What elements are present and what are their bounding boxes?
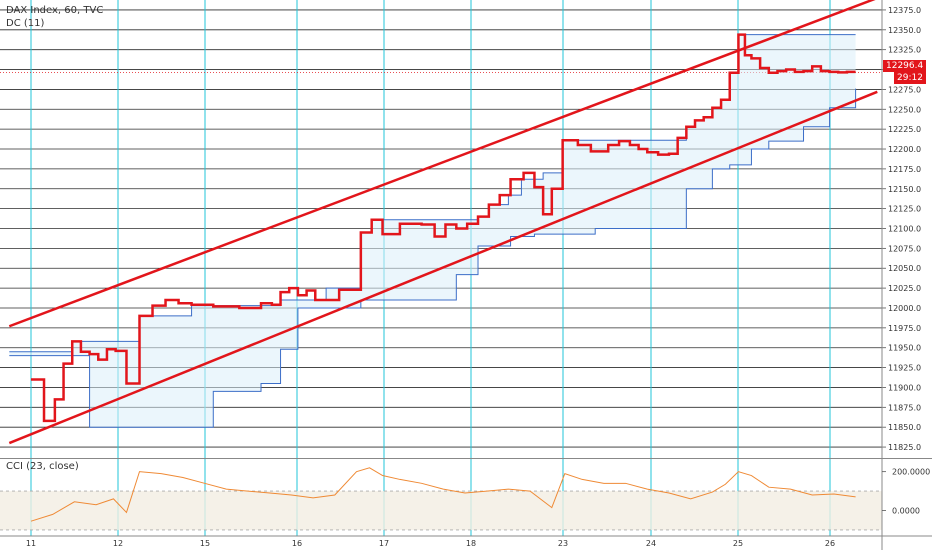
- price-tick-label: 11875.0: [888, 403, 921, 412]
- cci-tick-label: 200.0000: [892, 468, 930, 477]
- price-tick-label: 12025.0: [888, 284, 921, 293]
- time-tick-label: 16: [292, 539, 302, 548]
- channel-fill: [9, 34, 856, 428]
- time-tick-label: 12: [113, 539, 123, 548]
- price-tick-label: 12200.0: [888, 145, 921, 154]
- price-tick-label: 12150.0: [888, 185, 921, 194]
- price-tick-label: 12225.0: [888, 125, 921, 134]
- dc-lower-line: [9, 88, 857, 428]
- price-tick-label: 11850.0: [888, 423, 921, 432]
- time-tick-label: 26: [825, 539, 835, 548]
- last-price-label: 12296.4: [883, 60, 927, 72]
- chart-title: DAX Index, 60, TVC: [6, 5, 104, 16]
- price-tick-label: 11925.0: [888, 364, 921, 373]
- price-tick-label: 12375.0: [888, 6, 921, 15]
- price-tick-label: 12000.0: [888, 304, 921, 313]
- time-tick-label: 11: [26, 539, 36, 548]
- time-tick-label: 25: [733, 539, 743, 548]
- indicator-band: [0, 490, 882, 531]
- price-line: [31, 33, 856, 423]
- price-tick-label: 11825.0: [888, 443, 921, 452]
- time-axis[interactable]: 11 12 15 16 17 18 23 24 25 26: [26, 539, 835, 548]
- price-tick-label: 11975.0: [888, 324, 921, 333]
- countdown-label: 29:12: [894, 72, 926, 84]
- series-lines: [8, 0, 878, 522]
- price-tick-label: 12175.0: [888, 165, 921, 174]
- price-tick-label: 12100.0: [888, 225, 921, 234]
- time-tick-label: 17: [379, 539, 389, 548]
- time-tick-label: 18: [466, 539, 476, 548]
- cci-tick-label: 0.0000: [892, 507, 920, 516]
- cci-title: CCI (23, close): [6, 461, 79, 472]
- dc-legend: DC (11): [6, 18, 45, 29]
- time-tick-label: 24: [646, 539, 656, 548]
- channel-upper-trendline: [8, 0, 876, 328]
- time-tick-label: 15: [200, 539, 210, 548]
- price-tick-label: 12275.0: [888, 85, 921, 94]
- price-tick-label: 11900.0: [888, 383, 921, 392]
- price-tick-label: 12075.0: [888, 244, 921, 253]
- price-tick-label: 12050.0: [888, 264, 921, 273]
- channel-lower-trendline: [8, 90, 878, 445]
- price-tick-label: 12325.0: [888, 46, 921, 55]
- cci-band: [0, 491, 882, 530]
- price-tick-label: 12250.0: [888, 105, 921, 114]
- time-tick-label: 23: [558, 539, 568, 548]
- dc-fill: [9, 34, 856, 428]
- price-tick-label: 11950.0: [888, 344, 921, 353]
- price-tick-label: 12350.0: [888, 26, 921, 35]
- price-tick-label: 12125.0: [888, 205, 921, 214]
